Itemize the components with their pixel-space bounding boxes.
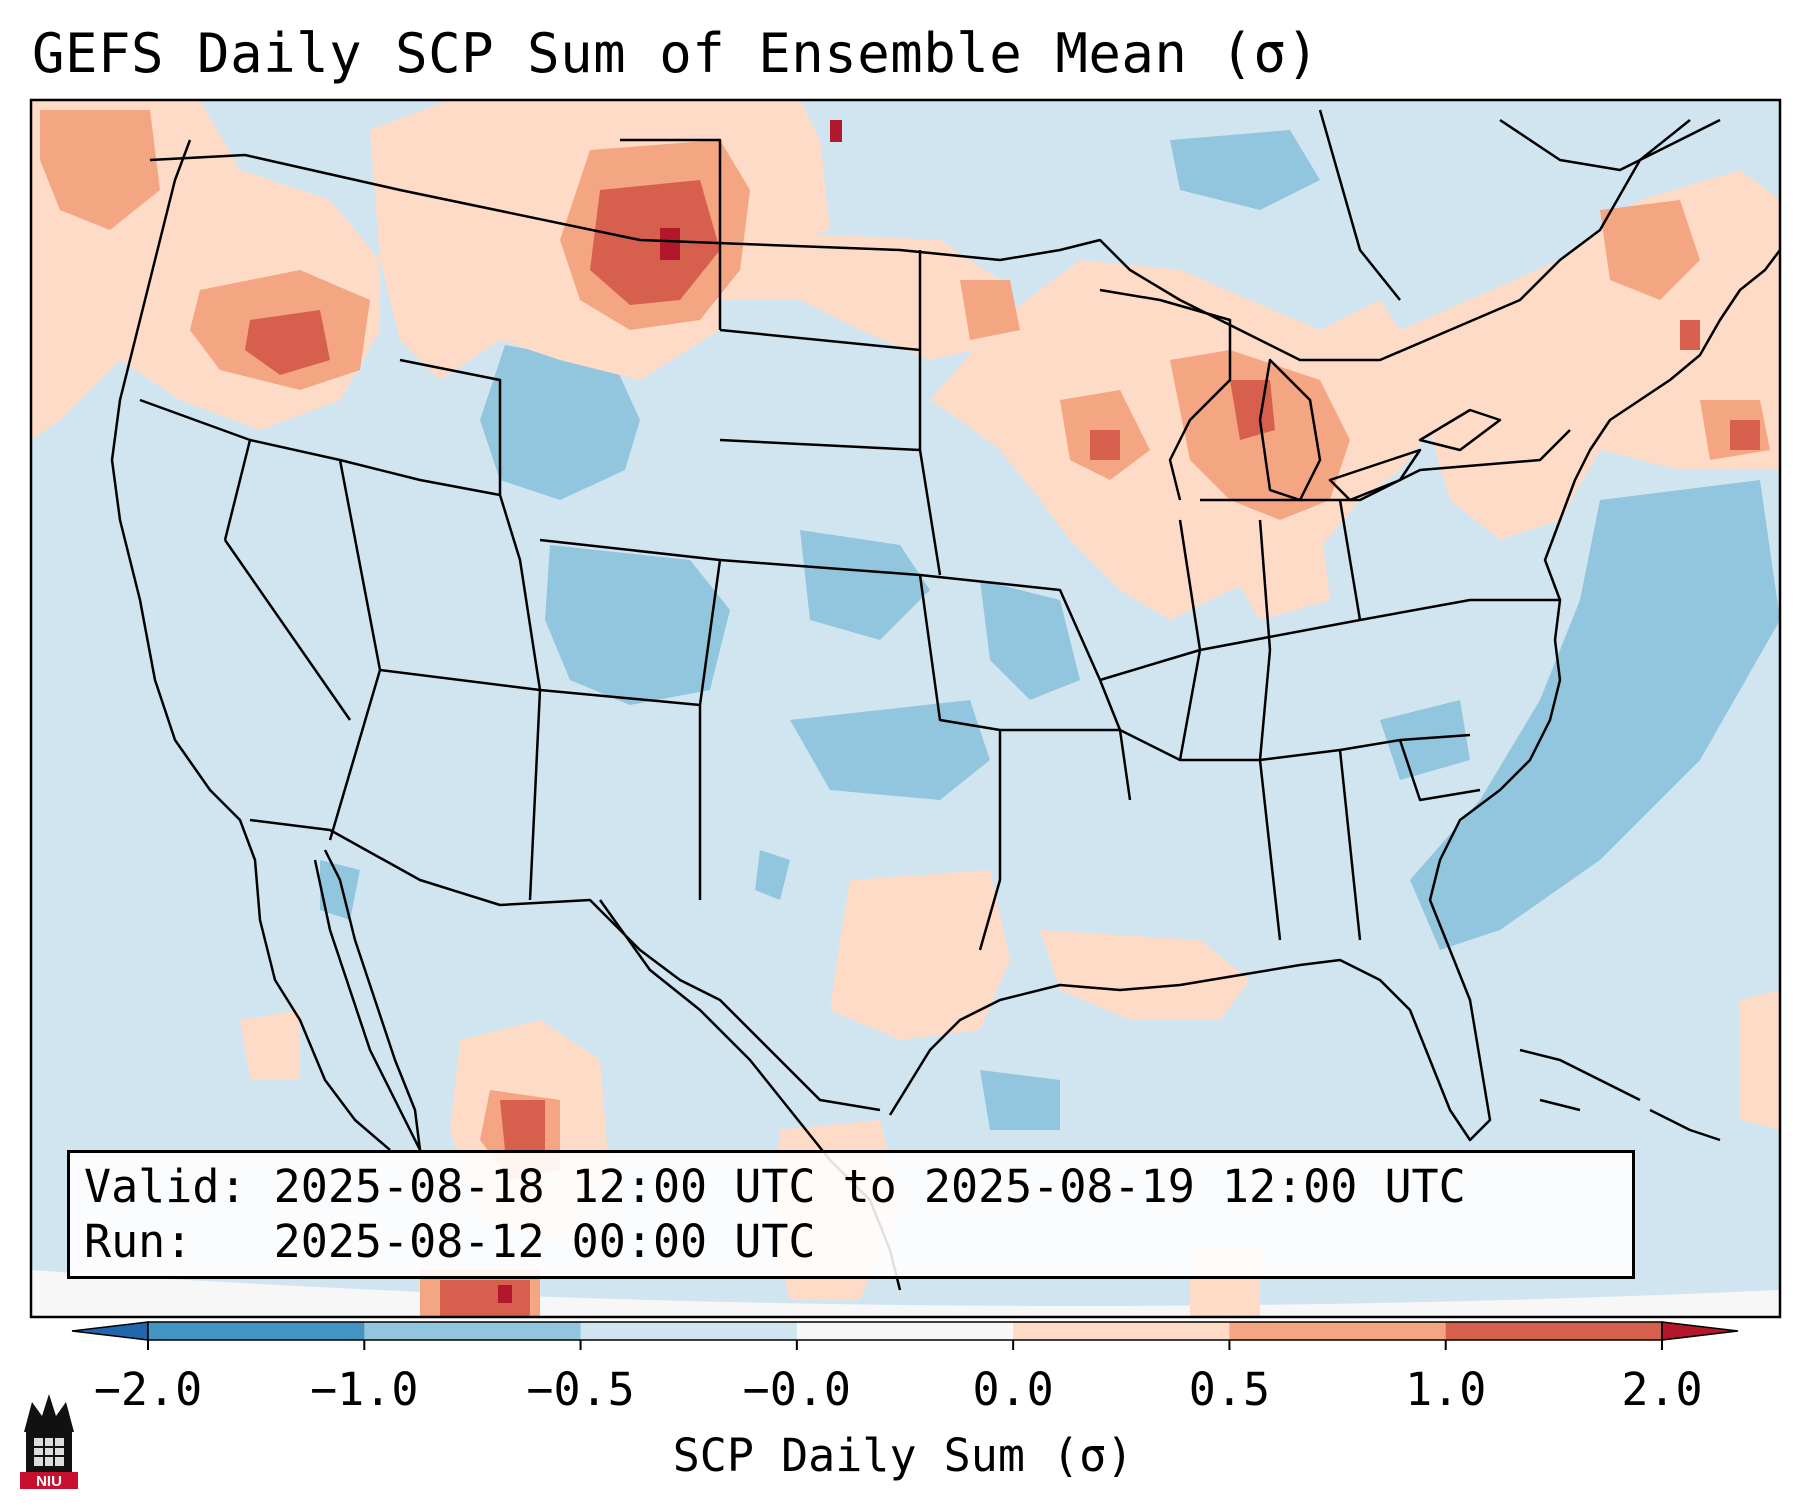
colorbar-tick-label: −0.0 [742,1363,852,1416]
blob-texas-coast [830,870,1010,1040]
blob-caribbean [1740,990,1780,1130]
blob-mt-max [660,228,680,260]
state-lines-west [139,358,722,901]
baja-peninsula [313,849,422,1152]
colorbar-label: SCP Daily Sum (σ) [672,1429,1134,1482]
anomaly-field-negative [320,130,1780,1130]
blob-gulf-coast [1040,930,1250,1020]
state-lines-east [1099,429,1571,941]
logo-text: NIU [36,1473,62,1489]
blob-mn [960,280,1020,340]
blob-wi-peak [1090,430,1120,460]
blob-oregon-peak [245,310,330,375]
run-label: Run: [84,1215,247,1268]
colorbar-segment [1229,1322,1447,1340]
blob-atlantic [1410,480,1780,950]
islands-caribbean [1519,1048,1721,1142]
colorbar-segment [1445,1322,1663,1340]
colorbar-extend-over [1661,1321,1739,1341]
border-us-mexico [249,818,881,1112]
colorbar-segment [148,1322,365,1340]
colorbar-segment [364,1322,582,1340]
blob-baja [320,860,360,920]
run-value: 2025-08-12 00:00 UTC [273,1215,816,1268]
blob-baja-south [240,1010,300,1080]
map-area[interactable] [31,100,1780,1317]
colorbar-segment [1013,1322,1230,1340]
colorbar-extend-under [71,1321,149,1341]
border-us-canada [149,119,1691,362]
anomaly-field-extreme [498,120,842,1303]
anomaly-field-strong-positive [245,180,1760,1317]
valid-run-info-box: Valid: 2025-08-18 12:00 UTC to 2025-08-1… [67,1150,1635,1279]
blob-texas [755,850,790,900]
blob-se [1380,700,1470,780]
blob-missouri [980,580,1080,700]
colorbar-tick-label: 1.0 [1405,1363,1487,1416]
blob-michigan [1170,350,1350,520]
blob-maine [1600,200,1700,300]
hudson-bay-coast [1318,109,1721,301]
blob-ohio [1230,500,1330,620]
colorbar-tick-label: −1.0 [310,1363,419,1416]
colorbar-segment [796,1322,1014,1340]
blob-dakotas [720,230,1020,360]
valid-value: 2025-08-18 12:00 UTC to 2025-08-19 12:00… [273,1160,1466,1213]
blob-gulf [980,1070,1060,1130]
colorbar-tick-label: −0.5 [526,1363,635,1416]
great-lakes [1099,288,1502,502]
blob-oklahoma [790,700,990,800]
blob-mx-peak [500,1100,545,1150]
blob-mx-max [498,1285,512,1303]
blob-colorado [545,545,730,705]
blob-or-max [830,120,842,142]
map-title: GEFS Daily SCP Sum of Ensemble Mean (σ) [32,22,1320,85]
map-boundaries [110,109,1780,1291]
blob-ma-peak [1730,420,1760,450]
colorbar-tick-label: 0.0 [972,1363,1054,1416]
blob-ne-peak [1680,320,1700,350]
colorbar-frame [147,1321,1663,1341]
valid-label: Valid: [84,1160,247,1213]
niu-logo: NIU [20,1394,78,1489]
colorbar [71,1321,1739,1350]
blob-wa-coast [40,110,160,230]
coastline-east [1543,249,1780,641]
colorbar-tick-label: 0.5 [1188,1363,1271,1416]
colorbar-tick-label: 2.0 [1621,1363,1703,1416]
blob-mx-south-peak [440,1280,530,1317]
coastline-west [110,139,391,1151]
blob-montana-peak [590,180,720,305]
map-frame [29,98,1782,1319]
colorbar-tick-label: −2.0 [93,1363,203,1416]
blob-nebraska-kansas [800,530,930,640]
blob-wyoming [480,345,640,500]
colorbar-segment [580,1322,798,1340]
blob-canada [1170,130,1320,210]
